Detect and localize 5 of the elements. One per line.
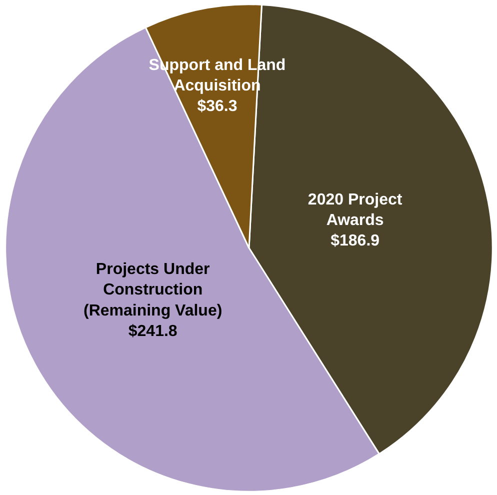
slice-label: 2020 Project Awards (308, 191, 403, 229)
data-label: $186.9 (330, 232, 380, 250)
data-label: $36.3 (197, 98, 238, 116)
slice-label: Projects Under Construction (Remaining Value) (83, 261, 222, 320)
data-label: $241.8 (128, 322, 178, 340)
